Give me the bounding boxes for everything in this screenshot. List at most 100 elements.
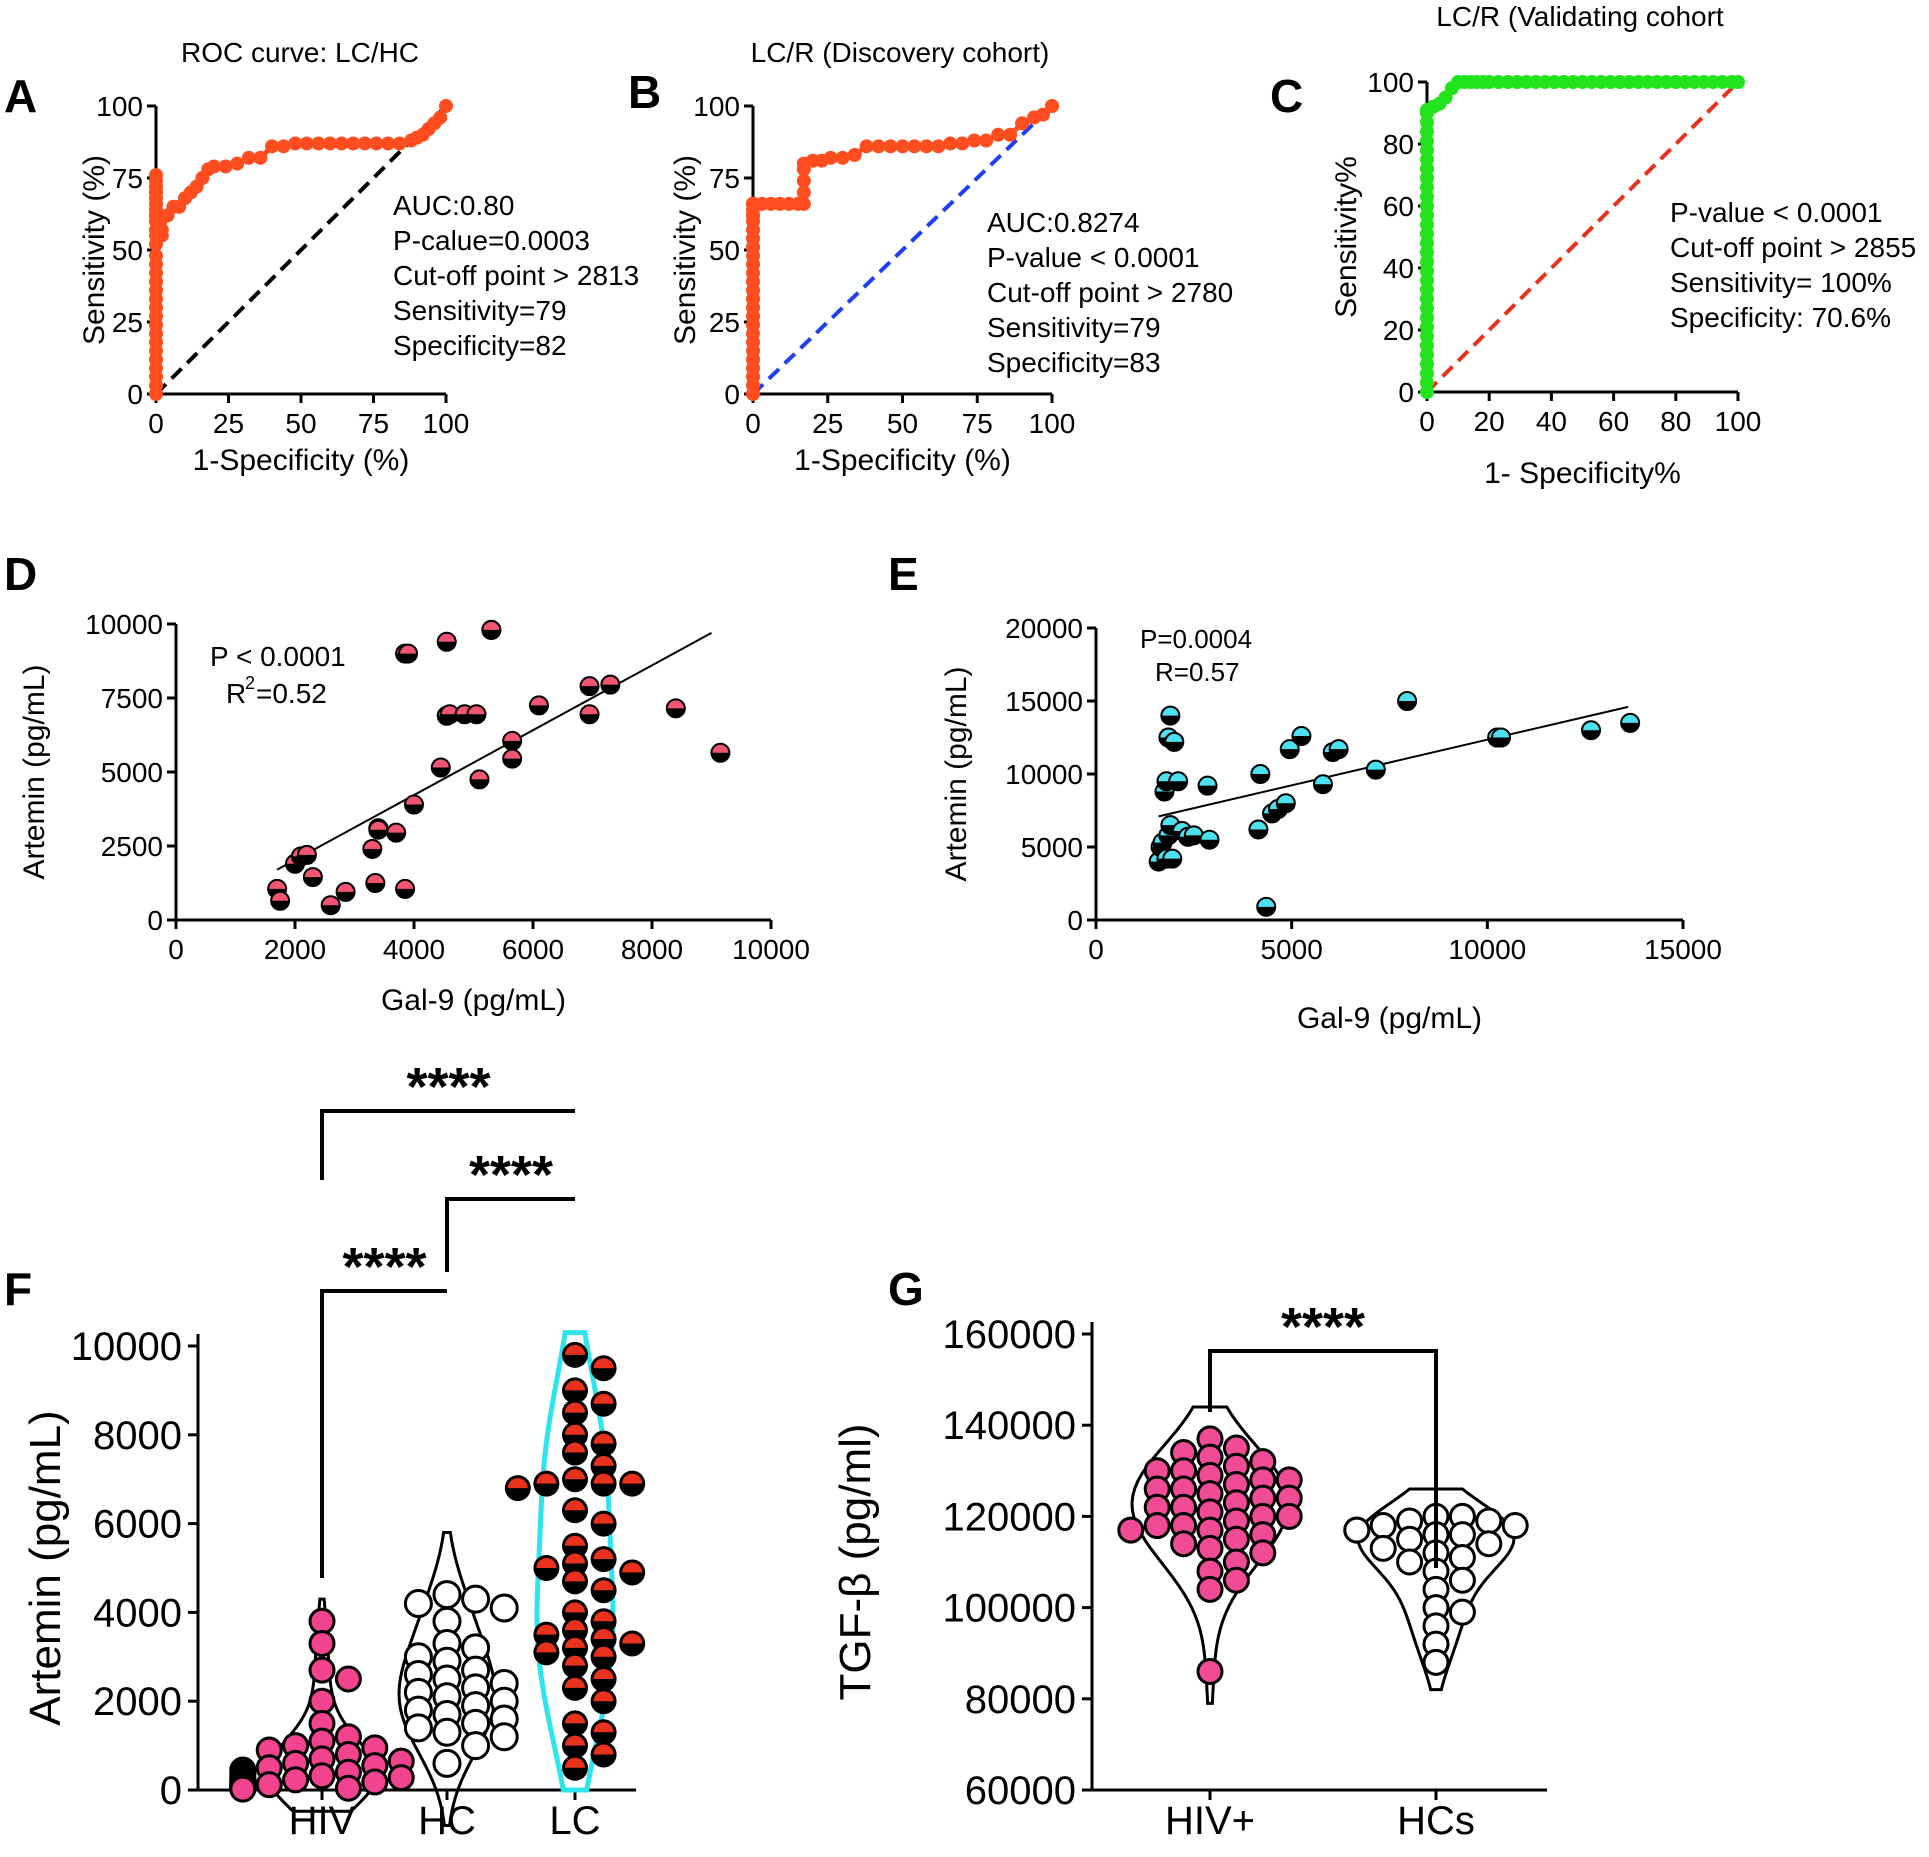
violin-HIV+ — [1130, 1405, 1290, 1705]
data-point-circle — [1448, 1521, 1476, 1549]
scatter-point-outline — [1491, 727, 1512, 748]
data-point-LC — [562, 1599, 588, 1626]
data-point-HIV — [229, 1775, 257, 1803]
roc-point — [883, 139, 898, 154]
data-point-LC — [533, 1470, 560, 1497]
scatter-E-x-tick-label: 15000 — [1644, 934, 1722, 965]
data-point-top — [565, 1380, 585, 1391]
roc-B-y-tick-label: 0 — [724, 379, 740, 410]
data-point-circle — [308, 1607, 336, 1635]
roc-point — [967, 133, 982, 148]
data-point-LC — [590, 1355, 617, 1382]
data-point-top — [593, 1611, 614, 1622]
roc-point — [381, 136, 395, 151]
roc-A-y-tick-label: 25 — [112, 307, 143, 338]
data-point-top — [593, 1691, 614, 1702]
scatter-point-outline — [502, 748, 523, 769]
annotation-B: AUC:0.8274 — [987, 207, 1140, 238]
scatter-point-outline — [365, 873, 386, 893]
data-point-top — [565, 1602, 585, 1613]
roc-point — [154, 222, 169, 237]
roc-point — [796, 196, 811, 211]
scatter-point — [404, 794, 424, 815]
scatter-E-y-tick-label: 0 — [1067, 905, 1083, 936]
data-point-HIV+ — [1143, 1512, 1171, 1540]
data-point-HCs — [1369, 1512, 1397, 1540]
roc-point — [149, 168, 163, 183]
scatter-point — [335, 881, 356, 902]
data-point-circle — [334, 1774, 362, 1802]
roc-point — [931, 139, 946, 154]
y-tick-label-G: 120000 — [943, 1495, 1076, 1539]
y-tick-label-F: 8000 — [93, 1414, 182, 1458]
roc-point — [1036, 107, 1051, 122]
scatter-point — [1581, 720, 1602, 741]
data-point-LC — [562, 1674, 588, 1701]
scatter-point-outline — [1328, 739, 1349, 760]
roc-point — [991, 127, 1006, 142]
annotation-r-e: R=0.57 — [1155, 657, 1240, 687]
roc-point — [919, 139, 934, 154]
data-point-HIV — [308, 1687, 336, 1715]
data-point-HCs — [1369, 1534, 1397, 1562]
scatter-D-y-tick-label: 5000 — [101, 757, 163, 788]
data-point-circle — [308, 1687, 336, 1715]
data-point-top — [593, 1393, 614, 1404]
scatter-point-outline — [362, 838, 383, 859]
data-point-LC — [619, 1470, 646, 1497]
data-point-HC — [489, 1722, 519, 1752]
scatter-point — [481, 619, 502, 640]
roc-B-x-tick-label: 75 — [962, 408, 993, 439]
roc-point — [149, 248, 163, 263]
roc-C-x-tick-label: 0 — [1419, 406, 1435, 437]
scatter-point — [466, 704, 487, 725]
category-label-G: HCs — [1397, 1799, 1475, 1843]
data-point-circle — [1396, 1525, 1424, 1553]
scatter-point — [368, 819, 389, 840]
panel-f-violin-artemin: F 0 2000 4000 6000 8000 10000 HIV HC LC Artemin (… — [4, 1057, 646, 1843]
roc-point — [859, 139, 874, 154]
scatter-point-outline — [1197, 775, 1218, 796]
data-point-HIV+ — [1196, 1534, 1224, 1562]
scatter-point-outline — [579, 704, 600, 725]
data-point-HIV+ — [1275, 1502, 1303, 1530]
scatter-point — [1397, 691, 1418, 711]
data-point-circle — [1422, 1648, 1450, 1676]
data-point-LC — [533, 1639, 560, 1666]
scatter-point-outline — [395, 878, 416, 899]
annotation-C: Cut-off point > 2855 — [1670, 232, 1916, 263]
roc-A-x-tick-label: 25 — [213, 408, 244, 439]
data-point-top — [593, 1669, 614, 1679]
data-point-circle — [1396, 1548, 1424, 1576]
data-point-HIV+ — [1249, 1539, 1277, 1567]
data-point-top — [593, 1744, 614, 1755]
data-point-top — [565, 1757, 585, 1768]
scatter-point — [1162, 848, 1183, 869]
scatter-point-outline — [600, 674, 621, 695]
panel-label-g: G — [888, 1263, 924, 1315]
panel-label-e: E — [888, 548, 919, 600]
data-point-HC — [403, 1713, 433, 1743]
x-axis-label-A: 1-Specificity (%) — [193, 444, 410, 477]
reference-diagonal-B — [751, 104, 1054, 396]
data-point-top — [593, 1513, 614, 1524]
data-point-HIV+ — [1196, 1657, 1224, 1685]
panel-c-roc-validating: C LC/R (Validating cohort 0 20 40 60 80 100 0 2… — [1270, 1, 1916, 490]
data-point-top — [622, 1633, 643, 1644]
roc-A-x-tick-label: 50 — [285, 408, 316, 439]
data-point-top — [565, 1553, 585, 1564]
scatter-point-outline — [1164, 731, 1185, 752]
chart-title-a: ROC curve: LC/HC — [181, 37, 419, 68]
annotation-A: Cut-off point > 2813 — [393, 260, 639, 291]
data-point-top — [565, 1677, 585, 1688]
chart-title-c: LC/R (Validating cohort — [1436, 1, 1724, 32]
data-point-HCs — [1396, 1525, 1424, 1553]
data-point-HIV — [308, 1629, 336, 1657]
significance-bracket-hiv-hc-label: **** — [342, 1237, 426, 1297]
scatter-point-outline — [302, 867, 323, 888]
scatter-point-outline — [1279, 739, 1300, 760]
data-point-LC — [590, 1452, 617, 1479]
data-point-circle — [403, 1589, 433, 1619]
roc-C-y-tick-label: 80 — [1383, 129, 1414, 160]
scatter-point — [665, 698, 686, 719]
